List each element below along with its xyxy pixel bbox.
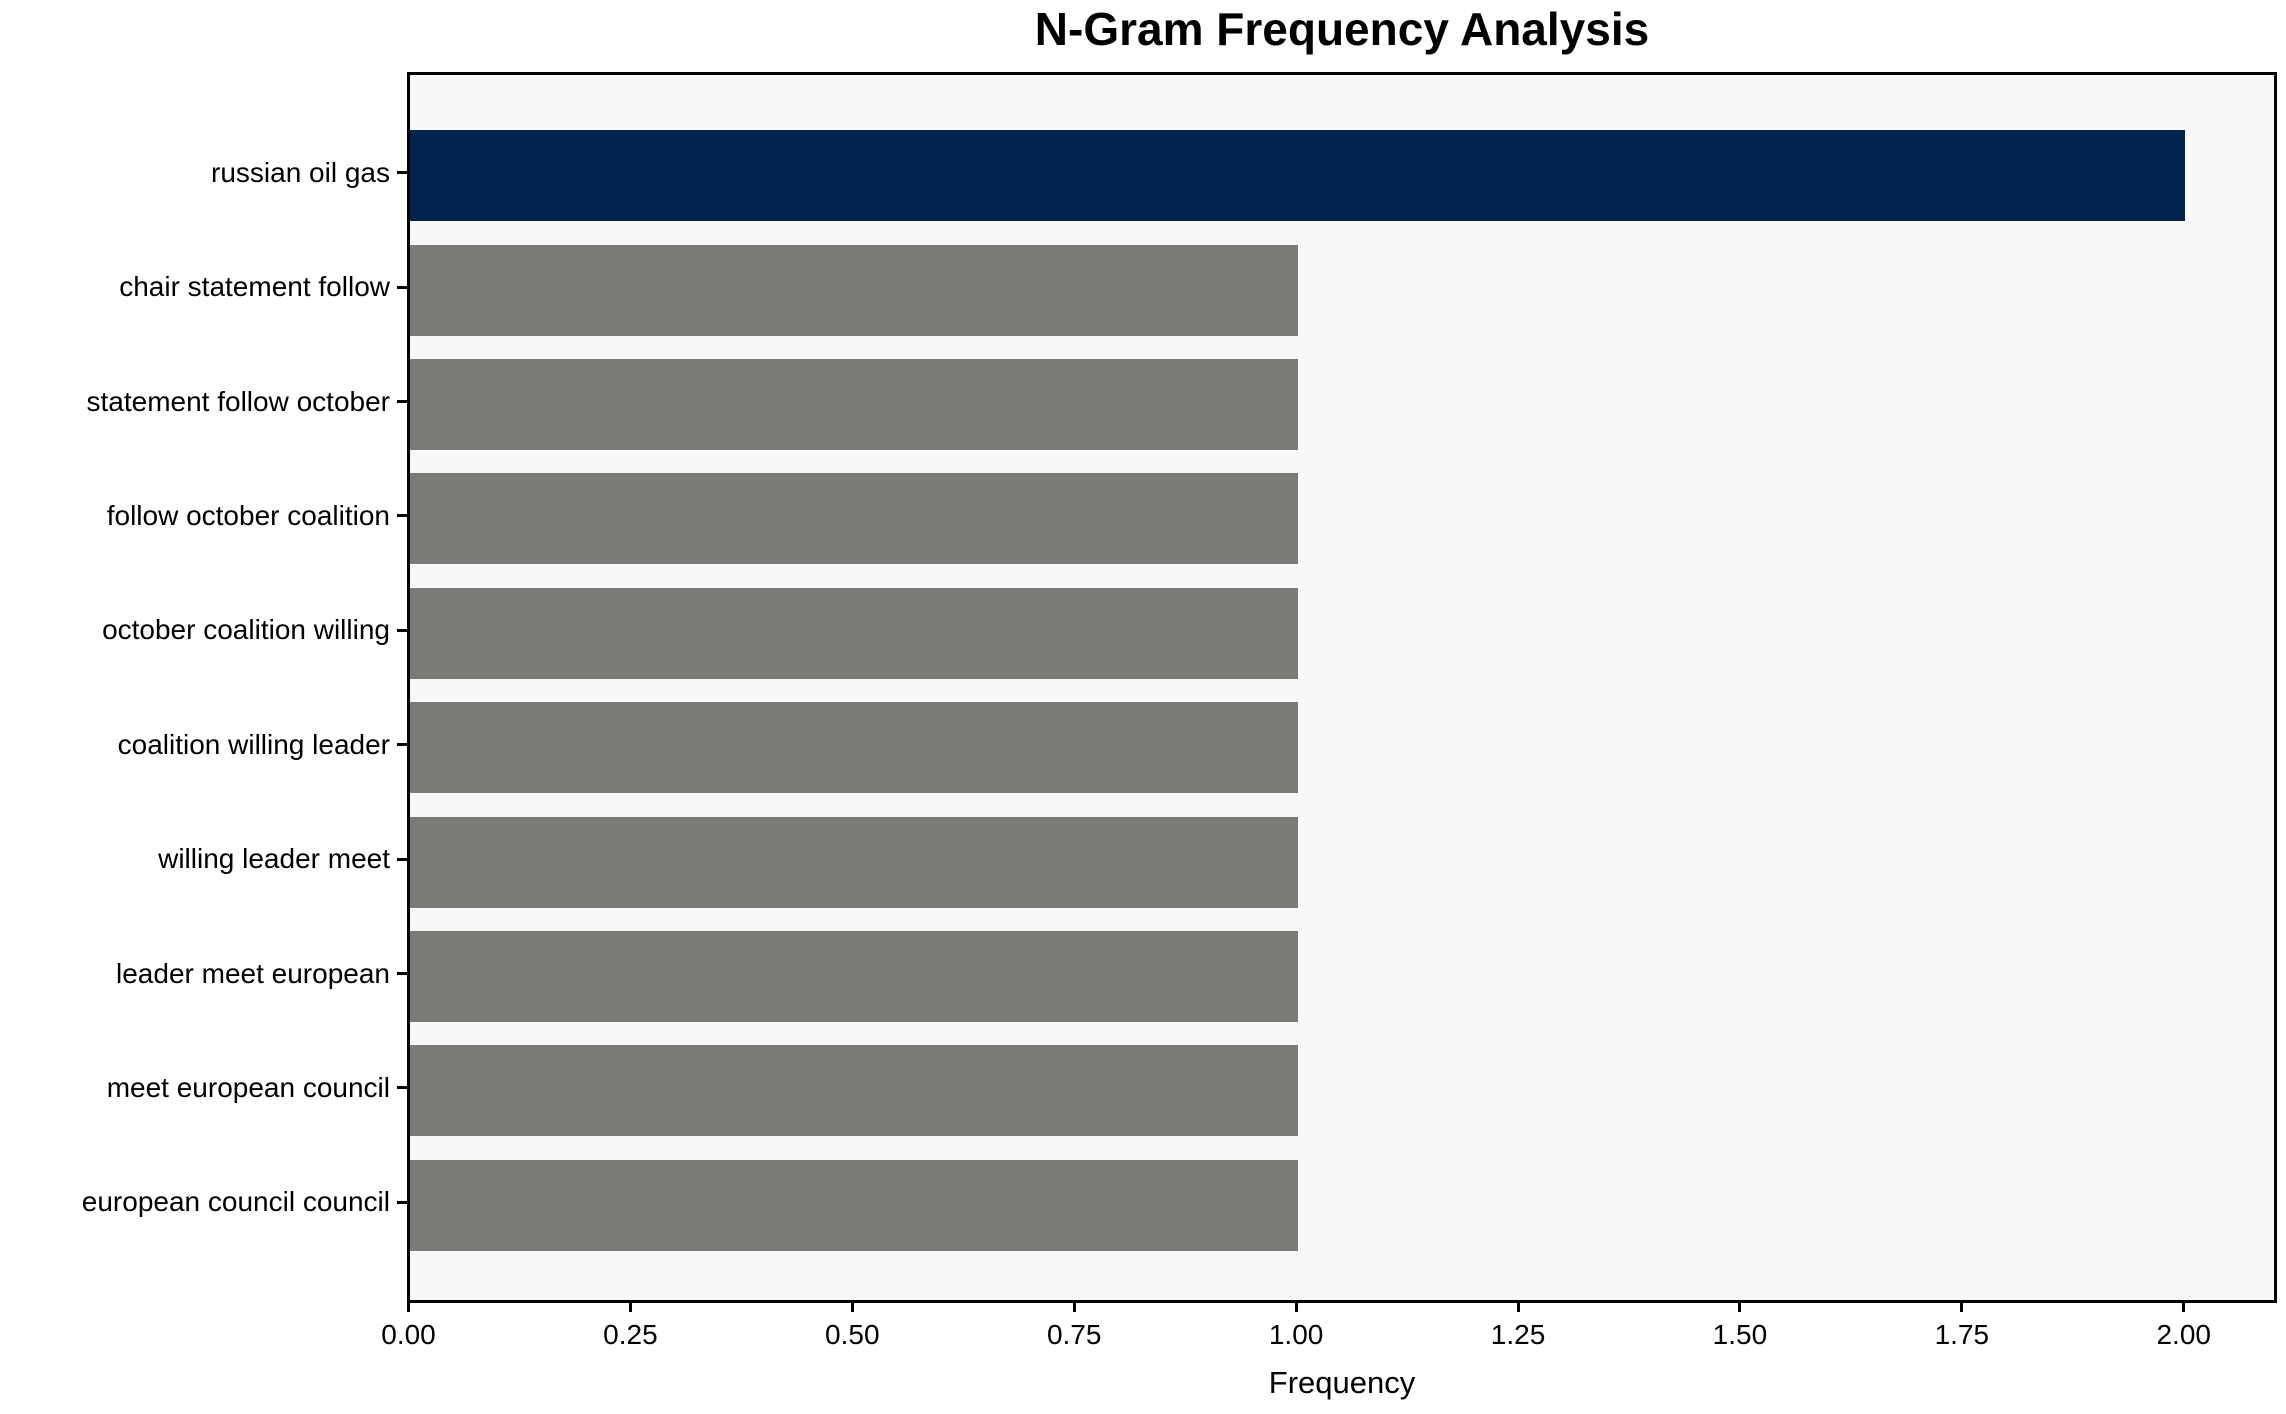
- y-tick-mark: [397, 1200, 407, 1204]
- y-tick-label: follow october coalition: [106, 499, 390, 531]
- x-axis-label: Frequency: [1268, 1365, 1416, 1400]
- y-tick-mark: [397, 514, 407, 518]
- bar-leader-meet-european: [410, 931, 1298, 1022]
- x-tick-label: 2.00: [2156, 1319, 2211, 1350]
- bar-october-coalition-willing: [410, 587, 1298, 679]
- x-tick-label: 0.00: [381, 1319, 436, 1350]
- x-tick-label: 0.25: [603, 1319, 658, 1350]
- x-tick-mark: [1960, 1303, 1964, 1312]
- x-tick-mark: [407, 1303, 410, 1312]
- x-tick-mark: [1516, 1303, 1520, 1312]
- x-tick-label: 0.50: [825, 1319, 880, 1350]
- y-tick-mark: [397, 1086, 407, 1090]
- x-tick-label: 1.75: [1934, 1319, 1990, 1350]
- bar-chair-statement-follow: [410, 244, 1298, 336]
- y-tick-mark: [397, 857, 407, 861]
- x-tick-mark: [628, 1303, 632, 1312]
- x-tick-mark: [2182, 1303, 2186, 1312]
- bar-statement-follow-october: [410, 359, 1298, 450]
- y-tick-mark: [397, 972, 407, 975]
- x-tick-mark: [850, 1303, 854, 1312]
- plot-area: [407, 72, 2277, 1303]
- x-tick-label: 0.75: [1046, 1319, 1102, 1350]
- y-tick-label: statement follow october: [86, 385, 391, 417]
- bar-coalition-willing-leader: [410, 702, 1298, 794]
- x-tick-mark: [1072, 1303, 1076, 1312]
- bar-european-council-council: [410, 1159, 1298, 1251]
- y-tick-label: russian oil gas: [211, 156, 390, 188]
- x-tick-label: 1.50: [1712, 1319, 1768, 1350]
- y-tick-label: leader meet european: [116, 957, 390, 989]
- bar-willing-leader-meet: [410, 816, 1298, 908]
- y-tick-mark: [397, 285, 407, 289]
- bar-russian-oil-gas: [410, 130, 2186, 222]
- bar-meet-european-council: [410, 1045, 1298, 1137]
- x-tick-mark: [1294, 1303, 1298, 1312]
- y-tick-mark: [397, 743, 407, 747]
- y-tick-label: willing leader meet: [158, 843, 390, 875]
- bar-follow-october-coalition: [410, 473, 1298, 565]
- y-tick-label: october coalition willing: [102, 614, 390, 646]
- y-tick-mark: [397, 400, 407, 403]
- chart-title: N-Gram Frequency Analysis: [1034, 3, 1650, 55]
- y-tick-label: meet european council: [106, 1071, 390, 1103]
- x-tick-label: 1.00: [1268, 1319, 1324, 1350]
- x-tick-label: 1.25: [1490, 1319, 1546, 1350]
- y-tick-label: european council council: [81, 1186, 390, 1218]
- y-tick-label: coalition willing leader: [117, 728, 390, 760]
- y-tick-mark: [397, 628, 407, 632]
- x-tick-mark: [1738, 1303, 1742, 1312]
- y-tick-mark: [397, 171, 407, 175]
- y-tick-label: chair statement follow: [119, 271, 390, 303]
